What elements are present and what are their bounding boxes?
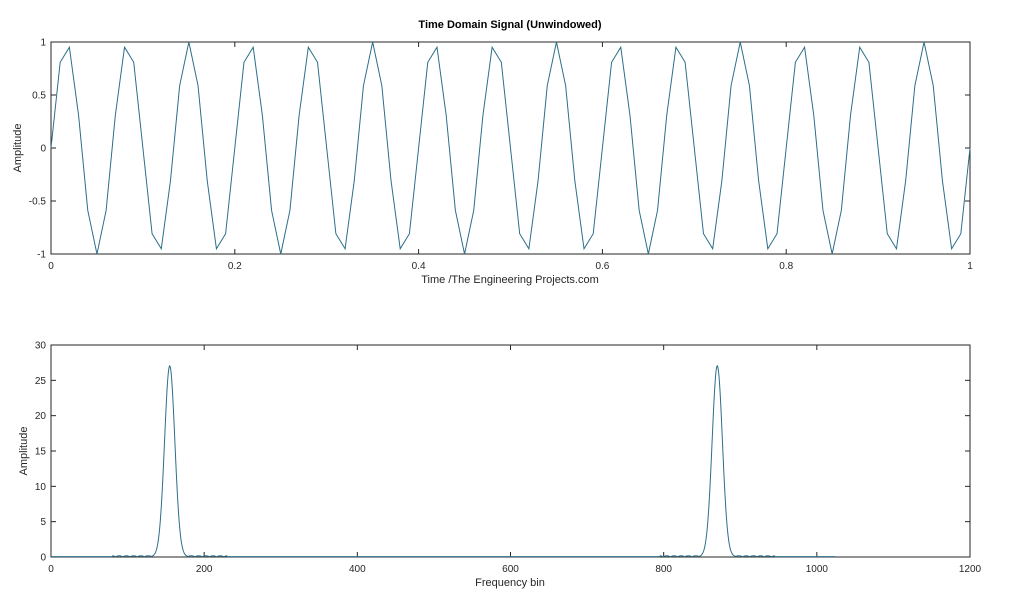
y-tick-label: 15 [35,447,47,458]
freq-plot-tick-labels: 0 200 400 600 800 1000 1200 0 5 10 15 20 25 30 [35,341,982,576]
y-tick-label: 0 [40,553,46,564]
time-plot-title: Time Domain Signal (Unwindowed) [418,19,601,31]
x-tick-label: 0.6 [595,261,609,272]
time-plot-ylabel: Amplitude [12,124,24,173]
spectrum-line [51,365,836,558]
x-tick-label: 1000 [806,564,829,575]
x-tick-label: 0 [48,261,54,272]
x-tick-label: 0.4 [412,261,426,272]
x-tick-label: 400 [349,564,366,575]
y-tick-label: 0 [40,144,46,155]
time-plot-xlabel: Time /The Engineering Projects.com [421,274,599,286]
y-tick-label: 10 [35,482,47,493]
freq-plot-ticks [50,344,971,558]
x-tick-label: 800 [655,564,672,575]
time-signal-line [50,41,971,255]
y-tick-label: 20 [35,411,47,422]
time-plot-ticks [50,41,971,255]
y-tick-label: 1 [40,38,46,49]
x-tick-label: 0.8 [779,261,793,272]
frequency-domain-plot: 0 200 400 600 800 1000 1200 0 5 10 15 20 25 30 Freque… [18,341,982,590]
x-tick-label: 0.2 [228,261,242,272]
freq-plot-ylabel: Amplitude [18,427,30,476]
x-tick-label: 1 [967,261,973,272]
y-tick-label: -0.5 [29,197,47,208]
freq-plot-axes-box [50,344,971,558]
time-plot-tick-labels: 0 0.2 0.4 0.6 0.8 1 -1 -0.5 0 0.5 1 [29,38,973,273]
y-tick-label: 5 [40,517,46,528]
y-tick-label: 30 [35,341,47,352]
y-tick-label: -1 [37,250,46,261]
y-tick-label: 25 [35,376,47,387]
x-tick-label: 1200 [959,564,982,575]
y-tick-label: 0.5 [32,91,46,102]
x-tick-label: 0 [48,564,54,575]
time-domain-plot: Time Domain Signal (Unwindowed) 0 0.2 0.4 0… [12,19,973,286]
x-tick-label: 200 [196,564,213,575]
x-tick-label: 600 [502,564,519,575]
freq-plot-xlabel: Frequency bin [475,577,545,589]
